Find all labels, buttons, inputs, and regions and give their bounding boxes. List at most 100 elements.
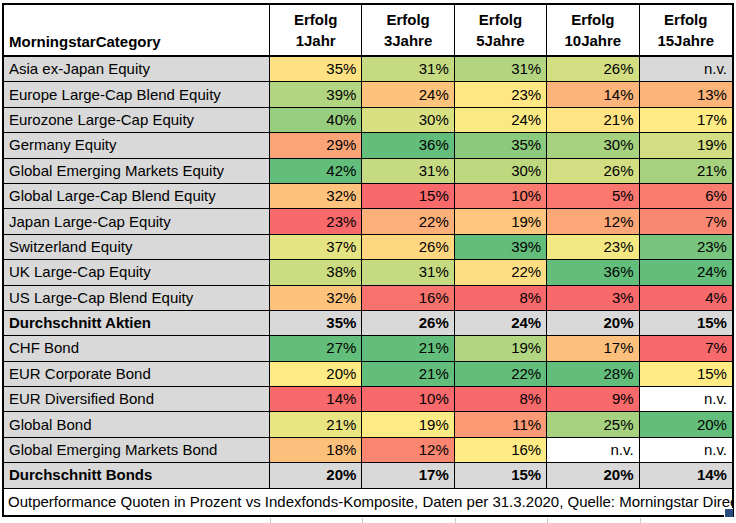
footer-note[interactable]: Outperformance Quoten in Prozent vs Inde… xyxy=(4,489,732,515)
value-cell-10jahre[interactable]: 21% xyxy=(547,108,639,133)
value-cell-1jahr[interactable]: 27% xyxy=(270,336,362,361)
value-cell-10jahre[interactable]: 20% xyxy=(547,463,639,488)
value-cell-5jahre[interactable]: 22% xyxy=(455,260,547,285)
category-cell[interactable]: UK Large-Cap Equity xyxy=(4,260,270,285)
value-cell-15jahre[interactable]: 14% xyxy=(640,463,732,488)
value-cell-10jahre[interactable]: n.v. xyxy=(547,438,639,463)
value-cell-5jahre[interactable]: 35% xyxy=(455,133,547,158)
value-cell-3jahre[interactable]: 21% xyxy=(362,336,454,361)
value-cell-5jahre[interactable]: 31% xyxy=(455,57,547,82)
value-cell-3jahre[interactable]: 12% xyxy=(362,438,454,463)
value-cell-10jahre[interactable]: 30% xyxy=(547,133,639,158)
column-header-erfolg-15jahre[interactable]: Erfolg 15Jahre xyxy=(640,5,732,57)
value-cell-3jahre[interactable]: 21% xyxy=(362,362,454,387)
category-cell[interactable]: Global Emerging Markets Bond xyxy=(4,438,270,463)
value-cell-1jahr[interactable]: 42% xyxy=(270,159,362,184)
value-cell-1jahr[interactable]: 38% xyxy=(270,260,362,285)
value-cell-5jahre[interactable]: 23% xyxy=(455,82,547,107)
category-cell[interactable]: Switzerland Equity xyxy=(4,235,270,260)
category-cell[interactable]: Global Bond xyxy=(4,412,270,437)
value-cell-10jahre[interactable]: 9% xyxy=(547,387,639,412)
value-cell-3jahre[interactable]: 31% xyxy=(362,57,454,82)
value-cell-5jahre[interactable]: 39% xyxy=(455,235,547,260)
value-cell-1jahr[interactable]: 20% xyxy=(270,362,362,387)
value-cell-1jahr[interactable]: 39% xyxy=(270,82,362,107)
value-cell-10jahre[interactable]: 28% xyxy=(547,362,639,387)
value-cell-15jahre[interactable]: 21% xyxy=(640,159,732,184)
category-cell[interactable]: US Large-Cap Blend Equity xyxy=(4,286,270,311)
category-cell[interactable]: CHF Bond xyxy=(4,336,270,361)
category-cell[interactable]: Durchschnitt Bonds xyxy=(4,463,270,488)
value-cell-10jahre[interactable]: 5% xyxy=(547,184,639,209)
value-cell-3jahre[interactable]: 31% xyxy=(362,260,454,285)
value-cell-10jahre[interactable]: 14% xyxy=(547,82,639,107)
value-cell-10jahre[interactable]: 17% xyxy=(547,336,639,361)
value-cell-15jahre[interactable]: n.v. xyxy=(640,438,732,463)
value-cell-15jahre[interactable]: n.v. xyxy=(640,387,732,412)
value-cell-3jahre[interactable]: 26% xyxy=(362,311,454,336)
category-cell[interactable]: EUR Diversified Bond xyxy=(4,387,270,412)
value-cell-1jahr[interactable]: 40% xyxy=(270,108,362,133)
value-cell-15jahre[interactable]: 6% xyxy=(640,184,732,209)
value-cell-1jahr[interactable]: 32% xyxy=(270,286,362,311)
value-cell-15jahre[interactable]: 13% xyxy=(640,82,732,107)
value-cell-10jahre[interactable]: 26% xyxy=(547,159,639,184)
category-cell[interactable]: Germany Equity xyxy=(4,133,270,158)
value-cell-15jahre[interactable]: 17% xyxy=(640,108,732,133)
value-cell-10jahre[interactable]: 36% xyxy=(547,260,639,285)
column-header-erfolg-1jahr[interactable]: Erfolg 1Jahr xyxy=(270,5,362,57)
value-cell-15jahre[interactable]: 19% xyxy=(640,133,732,158)
value-cell-10jahre[interactable]: 26% xyxy=(547,57,639,82)
value-cell-1jahr[interactable]: 18% xyxy=(270,438,362,463)
value-cell-10jahre[interactable]: 25% xyxy=(547,412,639,437)
value-cell-5jahre[interactable]: 19% xyxy=(455,209,547,234)
column-header-erfolg-10jahre[interactable]: Erfolg 10Jahre xyxy=(547,5,639,57)
value-cell-15jahre[interactable]: n.v. xyxy=(640,57,732,82)
category-cell[interactable]: Durchschnitt Aktien xyxy=(4,311,270,336)
value-cell-5jahre[interactable]: 24% xyxy=(455,108,547,133)
value-cell-15jahre[interactable]: 23% xyxy=(640,235,732,260)
category-cell[interactable]: Asia ex-Japan Equity xyxy=(4,57,270,82)
category-cell[interactable]: Global Large-Cap Blend Equity xyxy=(4,184,270,209)
value-cell-15jahre[interactable]: 24% xyxy=(640,260,732,285)
value-cell-3jahre[interactable]: 36% xyxy=(362,133,454,158)
value-cell-15jahre[interactable]: 7% xyxy=(640,209,732,234)
value-cell-3jahre[interactable]: 26% xyxy=(362,235,454,260)
value-cell-15jahre[interactable]: 4% xyxy=(640,286,732,311)
value-cell-5jahre[interactable]: 11% xyxy=(455,412,547,437)
value-cell-3jahre[interactable]: 31% xyxy=(362,159,454,184)
value-cell-3jahre[interactable]: 19% xyxy=(362,412,454,437)
column-header-category[interactable]: MorningstarCategory xyxy=(4,5,270,57)
value-cell-5jahre[interactable]: 24% xyxy=(455,311,547,336)
value-cell-10jahre[interactable]: 3% xyxy=(547,286,639,311)
value-cell-5jahre[interactable]: 30% xyxy=(455,159,547,184)
value-cell-1jahr[interactable]: 35% xyxy=(270,311,362,336)
value-cell-3jahre[interactable]: 17% xyxy=(362,463,454,488)
value-cell-3jahre[interactable]: 10% xyxy=(362,387,454,412)
value-cell-1jahr[interactable]: 14% xyxy=(270,387,362,412)
value-cell-15jahre[interactable]: 15% xyxy=(640,362,732,387)
column-header-erfolg-3jahre[interactable]: Erfolg 3Jahre xyxy=(362,5,454,57)
value-cell-10jahre[interactable]: 20% xyxy=(547,311,639,336)
category-cell[interactable]: Europe Large-Cap Blend Equity xyxy=(4,82,270,107)
value-cell-1jahr[interactable]: 35% xyxy=(270,57,362,82)
value-cell-15jahre[interactable]: 7% xyxy=(640,336,732,361)
value-cell-5jahre[interactable]: 22% xyxy=(455,362,547,387)
value-cell-5jahre[interactable]: 16% xyxy=(455,438,547,463)
value-cell-3jahre[interactable]: 24% xyxy=(362,82,454,107)
value-cell-1jahr[interactable]: 21% xyxy=(270,412,362,437)
value-cell-5jahre[interactable]: 10% xyxy=(455,184,547,209)
value-cell-1jahr[interactable]: 20% xyxy=(270,463,362,488)
value-cell-1jahr[interactable]: 29% xyxy=(270,133,362,158)
value-cell-10jahre[interactable]: 12% xyxy=(547,209,639,234)
value-cell-15jahre[interactable]: 20% xyxy=(640,412,732,437)
value-cell-3jahre[interactable]: 16% xyxy=(362,286,454,311)
value-cell-1jahr[interactable]: 37% xyxy=(270,235,362,260)
fill-handle[interactable] xyxy=(724,508,733,517)
value-cell-1jahr[interactable]: 32% xyxy=(270,184,362,209)
value-cell-5jahre[interactable]: 8% xyxy=(455,286,547,311)
value-cell-1jahr[interactable]: 23% xyxy=(270,209,362,234)
value-cell-3jahre[interactable]: 15% xyxy=(362,184,454,209)
value-cell-15jahre[interactable]: 15% xyxy=(640,311,732,336)
value-cell-5jahre[interactable]: 8% xyxy=(455,387,547,412)
